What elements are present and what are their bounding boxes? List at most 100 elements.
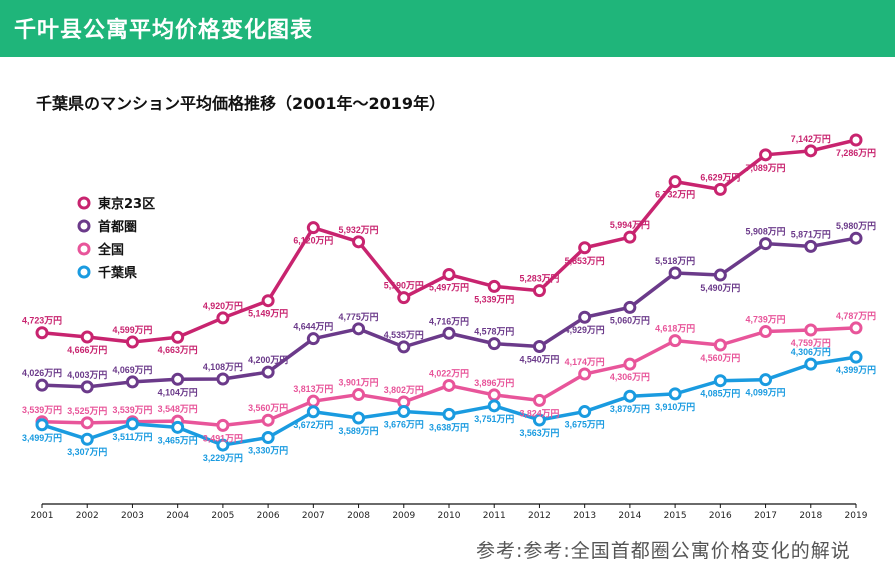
data-point <box>35 326 49 340</box>
header-bar: 千叶县公寓平均价格变化图表 <box>0 0 895 57</box>
data-point <box>442 407 456 421</box>
data-label: 3,675万円 <box>565 420 605 430</box>
data-label: 3,563万円 <box>519 428 559 438</box>
data-label: 4,929万円 <box>565 325 605 335</box>
data-label: 4,535万円 <box>384 330 424 340</box>
data-point <box>849 350 863 364</box>
page-title: 千叶县公寓平均价格变化图表 <box>14 18 314 43</box>
series-line <box>41 236 857 389</box>
data-label: 3,802万円 <box>384 385 424 395</box>
legend-marker <box>77 219 91 233</box>
chart-title: 千葉県のマンション平均価格推移（2001年〜2019年） <box>36 94 446 113</box>
data-point <box>80 380 94 394</box>
data-point <box>759 325 773 339</box>
data-label: 4,759万円 <box>791 338 831 348</box>
data-point <box>80 330 94 344</box>
data-label: 3,638万円 <box>429 422 469 432</box>
data-point <box>261 294 275 308</box>
data-label: 5,853万円 <box>565 256 605 266</box>
data-point <box>216 418 230 432</box>
data-label: 3,330万円 <box>248 445 288 455</box>
data-label: 5,339万円 <box>474 294 514 304</box>
data-label: 5,283万円 <box>519 274 559 284</box>
data-label: 4,399万円 <box>836 365 876 375</box>
data-label: 3,560万円 <box>248 403 288 413</box>
data-point <box>713 182 727 196</box>
legend-label: 東京23区 <box>98 196 155 212</box>
data-label: 4,026万円 <box>22 368 62 378</box>
x-tick-label: 2015 <box>664 511 687 521</box>
x-tick-label: 2004 <box>166 511 189 521</box>
series-line <box>41 138 857 344</box>
data-point <box>759 148 773 162</box>
data-point <box>578 241 592 255</box>
data-label: 4,723万円 <box>22 316 62 326</box>
data-label: 4,599万円 <box>112 325 152 335</box>
legend-marker <box>77 196 91 210</box>
data-point <box>849 321 863 335</box>
data-label: 4,716万円 <box>429 316 469 326</box>
data-label: 5,497万円 <box>429 283 469 293</box>
legend-label: 千葉県 <box>98 265 137 281</box>
data-label: 4,787万円 <box>836 311 876 321</box>
data-point <box>442 378 456 392</box>
data-point <box>623 300 637 314</box>
data-point <box>35 378 49 392</box>
data-point <box>849 133 863 147</box>
x-tick-label: 2010 <box>438 511 461 521</box>
x-tick-label: 2014 <box>618 511 641 521</box>
data-label: 4,306万円 <box>610 372 650 382</box>
data-point <box>125 375 139 389</box>
data-label: 3,307万円 <box>67 447 107 457</box>
data-label: 4,174万円 <box>565 357 605 367</box>
data-point <box>261 365 275 379</box>
data-point <box>532 284 546 298</box>
data-label: 4,085万円 <box>700 389 740 399</box>
x-tick-label: 2007 <box>302 511 325 521</box>
data-label: 4,540万円 <box>519 354 559 364</box>
data-label: 3,525万円 <box>67 406 107 416</box>
x-tick-label: 2018 <box>799 511 822 521</box>
legend-marker <box>77 265 91 279</box>
data-label: 5,871万円 <box>791 229 831 239</box>
data-label: 5,518万円 <box>655 256 695 266</box>
data-point <box>352 322 366 336</box>
data-point <box>668 334 682 348</box>
legend-label: 首都圏 <box>98 219 137 235</box>
data-label: 4,069万円 <box>112 365 152 375</box>
data-label: 7,286万円 <box>836 148 876 158</box>
data-point <box>713 374 727 388</box>
data-label: 4,666万円 <box>67 345 107 355</box>
data-point <box>306 405 320 419</box>
x-tick-label: 2019 <box>845 511 868 521</box>
legend-marker <box>77 242 91 256</box>
data-label: 4,920万円 <box>203 301 243 311</box>
data-point <box>804 357 818 371</box>
data-point <box>306 394 320 408</box>
data-label: 5,190万円 <box>384 281 424 291</box>
x-tick-label: 2006 <box>257 511 280 521</box>
x-tick-label: 2016 <box>709 511 732 521</box>
data-label: 4,775万円 <box>339 312 379 322</box>
x-tick-label: 2008 <box>347 511 370 521</box>
data-label: 4,108万円 <box>203 362 243 372</box>
data-label: 5,149万円 <box>248 309 288 319</box>
data-point <box>804 144 818 158</box>
data-point <box>80 432 94 446</box>
data-point <box>759 237 773 251</box>
data-label: 3,511万円 <box>112 432 152 442</box>
data-label: 3,589万円 <box>339 426 379 436</box>
data-point <box>171 420 185 434</box>
data-point <box>578 310 592 324</box>
data-point <box>216 372 230 386</box>
data-label: 3,229万円 <box>203 453 243 463</box>
data-point <box>442 268 456 282</box>
data-label: 5,932万円 <box>339 225 379 235</box>
data-label: 3,672万円 <box>293 420 333 430</box>
data-label: 3,813万円 <box>293 384 333 394</box>
data-label: 5,490万円 <box>700 283 740 293</box>
data-label: 5,908万円 <box>746 227 786 237</box>
data-point <box>804 323 818 337</box>
data-label: 4,644万円 <box>293 322 333 332</box>
